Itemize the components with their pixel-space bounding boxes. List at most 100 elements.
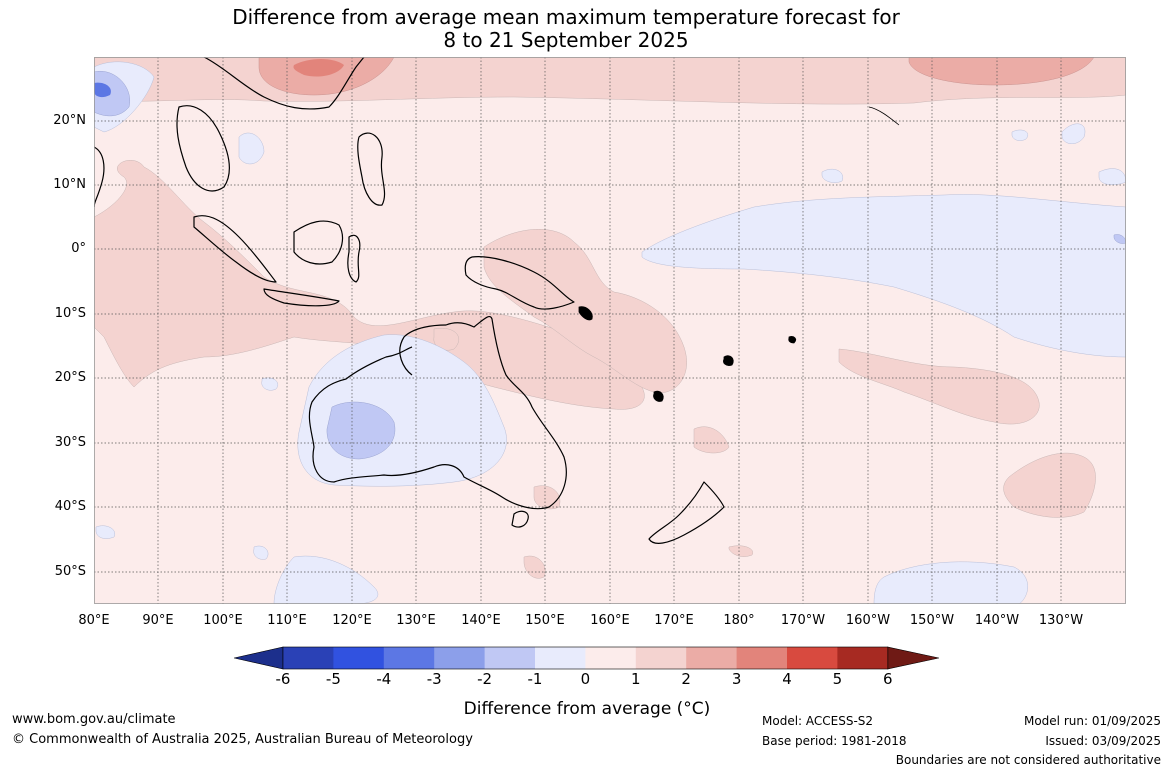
australia-coastline [308, 315, 567, 510]
colorbar-left-arrow [234, 646, 284, 670]
java-coastline [263, 288, 340, 307]
longitude-label: 100°E [203, 613, 243, 628]
indochina-cool-patch [238, 132, 265, 165]
north-pacific-cool-patch-3 [821, 168, 844, 183]
borneo-coastline [293, 220, 344, 265]
latitude-label: 40°S [54, 499, 86, 514]
colorbar-tick-label: -4 [376, 670, 392, 688]
map-canvas [94, 57, 1126, 604]
colorbar-tick-label: 4 [782, 670, 792, 688]
longitude-label: 170°W [780, 613, 826, 628]
website-text: www.bom.gov.au/climate [12, 712, 176, 727]
sulawesi-coastline [347, 234, 361, 283]
colorbar-tick-label: -6 [275, 670, 291, 688]
central-pacific-cool-area [641, 194, 1126, 358]
longitude-label: 180° [723, 613, 755, 628]
latitude-label: 20°S [54, 370, 86, 385]
small-warm-patch-4 [433, 327, 459, 351]
longitude-label: 130°W [1038, 613, 1084, 628]
south-pacific-cool-area [873, 561, 1028, 604]
north-pacific-cool-patch-2 [1011, 129, 1028, 141]
new-guinea-coastline [464, 256, 575, 310]
latitude-label: 0° [71, 241, 86, 256]
graticule [94, 57, 1126, 604]
indian-ocean-cool-patch [261, 377, 278, 391]
tasman-warm-patch [693, 426, 730, 454]
philippines-coastline [357, 132, 386, 206]
hawaii-islands [868, 106, 900, 126]
colorbar-segment [635, 647, 687, 669]
longitude-label: 90°E [142, 613, 174, 628]
longitude-label: 130°E [396, 613, 436, 628]
anomaly-3-to-4-regions [293, 59, 344, 77]
longitude-label: 150°E [525, 613, 565, 628]
colorbar-tick-label: 1 [631, 670, 641, 688]
longitude-label: 160°E [590, 613, 630, 628]
north-pacific-cool-patch-1 [1061, 123, 1086, 144]
anomaly-minus3-region [94, 82, 111, 98]
latitude-label: 10°N [53, 177, 86, 192]
model-run-text: Model run: 01/09/2025 [1023, 714, 1161, 728]
sumatra-coastline [193, 215, 277, 283]
colorbar-tick-label: -3 [426, 670, 442, 688]
colorbar-tick-label: 3 [731, 670, 742, 688]
colorbar-segment [283, 647, 334, 669]
longitude-label: 80°E [78, 613, 110, 628]
southwest-cool-patch [95, 525, 116, 539]
colorbar-segment [585, 647, 637, 669]
anomaly-2-to-3-regions [258, 57, 1095, 96]
latitude-label: 10°S [54, 306, 86, 321]
east-asia-warmer-area [258, 57, 395, 96]
colorbar-tick-label: -1 [527, 670, 543, 688]
southeast-pacific-warm-area [1003, 452, 1096, 518]
southeast-asia-coastline [176, 105, 231, 192]
colorbar-tick-label: 5 [832, 670, 843, 688]
map-border [94, 57, 1126, 604]
colorbar-tick-label: 6 [883, 670, 893, 688]
latitude-label: 50°S [54, 564, 86, 579]
latitude-label: 30°S [54, 435, 86, 450]
longitude-label: 150°W [909, 613, 955, 628]
disclaimer-text: Boundaries are not considered authoritat… [895, 753, 1161, 767]
china-coastline [203, 57, 365, 110]
small-warm-patch-3 [728, 545, 754, 557]
coastlines [94, 57, 725, 544]
anomaly-minus2-to-minus1-regions [94, 70, 1126, 460]
longitude-label: 140°E [461, 613, 501, 628]
fiji-islands [723, 355, 734, 366]
longitude-label: 140°W [974, 613, 1020, 628]
north-pacific-cool-patch-4 [1098, 168, 1126, 185]
longitude-label: 110°E [267, 613, 307, 628]
western-australia-coolest-area [326, 401, 396, 460]
southern-ocean-cool-area [273, 555, 379, 604]
east-pacific-coolest-patch [1113, 234, 1126, 244]
colorbar-label: Difference from average (°C) [463, 699, 711, 719]
colorbar-tick-label: 2 [681, 670, 691, 688]
india-coolest-area [94, 70, 131, 117]
colorbar-segment [686, 647, 738, 669]
india-east-coastline [94, 146, 105, 208]
colorbar-segment [535, 647, 586, 669]
solomon-islands [578, 306, 593, 321]
copyright-text: © Commonwealth of Australia 2025, Austra… [12, 732, 473, 747]
east-asia-warmest-area [293, 59, 344, 77]
colorbar-segment [383, 647, 435, 669]
colorbar [234, 646, 939, 670]
colorbar-right-arrow [887, 646, 939, 670]
colorbar-tick-label: 0 [580, 670, 591, 688]
samoa-islands [788, 336, 797, 344]
colorbar-segment [787, 647, 838, 669]
issued-text: Issued: 03/09/2025 [1045, 734, 1161, 748]
colorbar-segment [484, 647, 536, 669]
new-caledonia [653, 390, 664, 402]
longitude-label: 120°E [332, 613, 372, 628]
map-panel [94, 57, 1126, 604]
new-zealand-coastline [648, 481, 725, 544]
pacific-islands [578, 106, 900, 402]
longitude-label: 160°W [845, 613, 891, 628]
base-period-text: Base period: 1981-2018 [762, 734, 907, 748]
longitude-label: 170°E [654, 613, 694, 628]
colorbar-segment [434, 647, 486, 669]
colorbar-segment [837, 647, 889, 669]
